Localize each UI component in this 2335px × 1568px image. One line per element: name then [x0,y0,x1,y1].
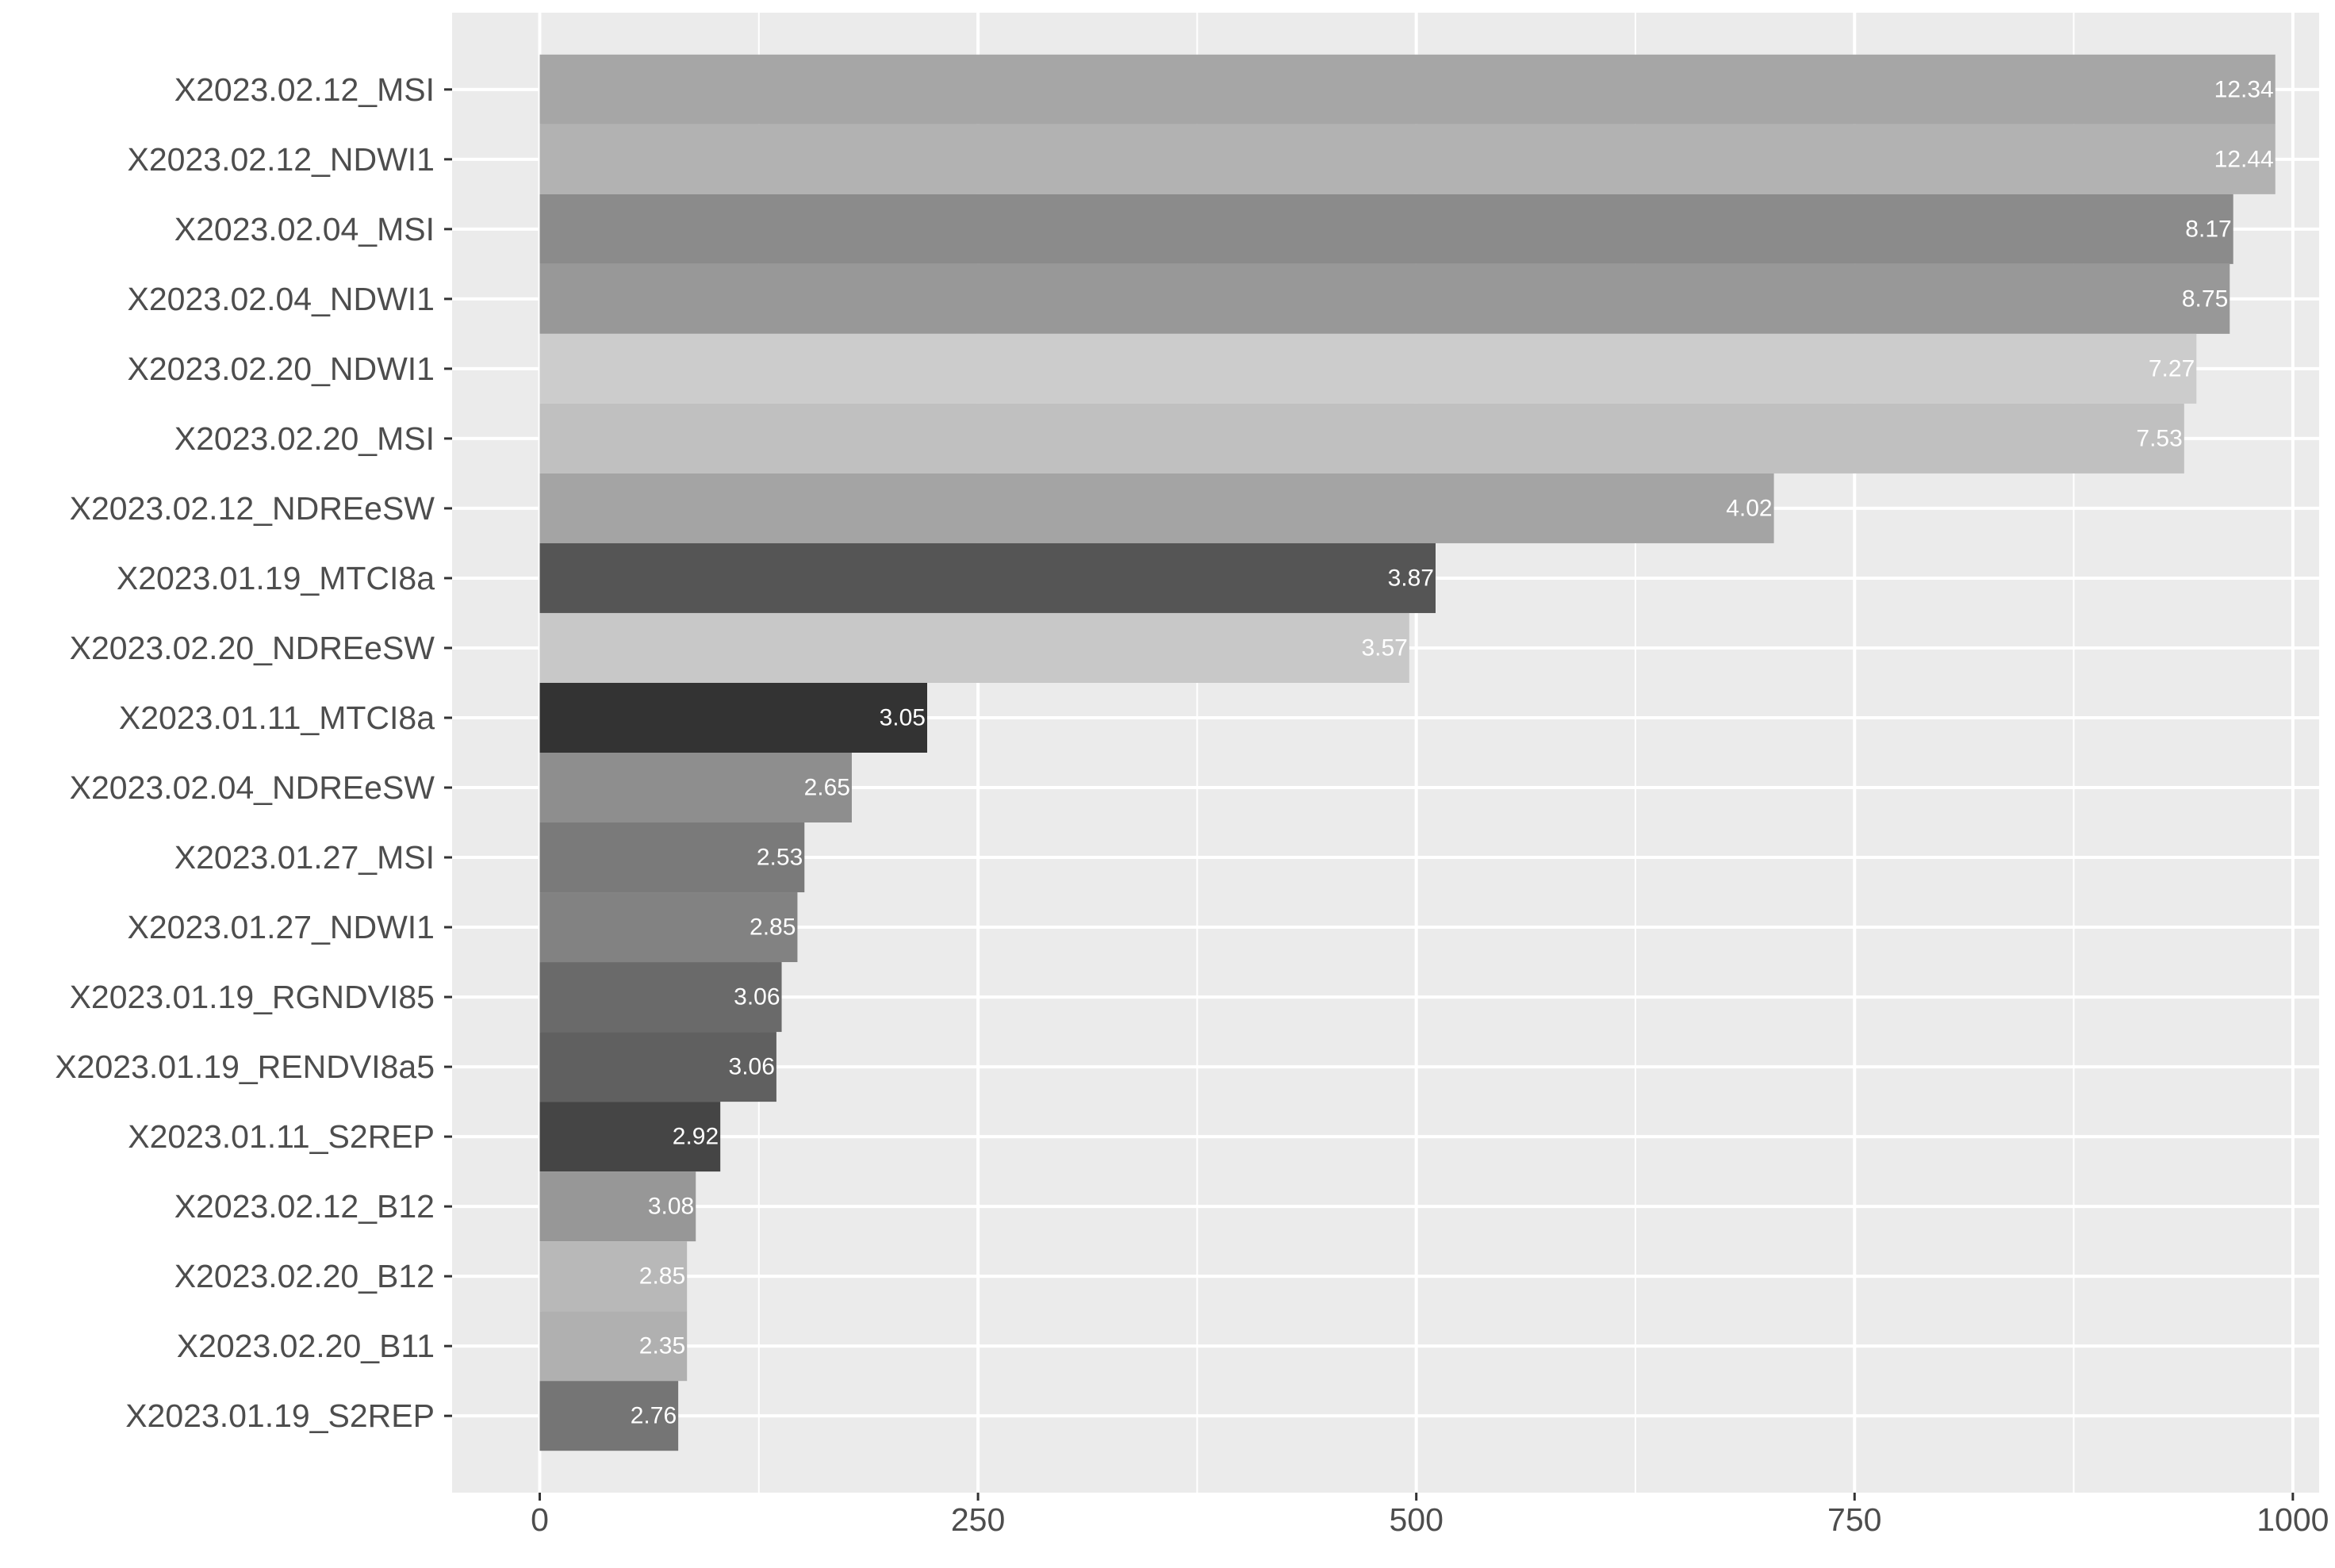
bar [539,403,2184,473]
bar-value-label: 2.92 [673,1124,719,1150]
bar [539,1102,721,1172]
bar [539,1171,696,1242]
bar-value-label: 3.57 [1361,634,1407,661]
bar-value-label: 3.06 [734,984,780,1010]
y-tick-label: X2023.01.19_MTCI8a [117,560,435,596]
x-tick-label: 1000 [2256,1501,2329,1538]
bar [539,753,852,823]
bar [539,542,1436,613]
bar [539,473,1774,543]
x-tick-label: 0 [531,1501,549,1538]
y-axis: X2023.02.12_MSI X2023.02.12_NDWI1 X2023.02… [55,71,452,1434]
bar-value-label: 4.02 [1726,495,1772,521]
bar-value-label: 3.87 [1388,565,1434,591]
bar-value-label: 8.75 [2182,286,2228,312]
bar-value-label: 12.44 [2214,146,2274,172]
bar [539,1241,688,1312]
bar [539,54,2276,125]
bar [539,1032,776,1102]
y-tick-label: X2023.02.04_NDWI1 [128,281,435,317]
bars-group [539,54,2276,1451]
bar-value-label: 7.53 [2136,425,2182,451]
y-tick-label: X2023.01.11_MTCI8a [119,700,435,736]
bar-value-label: 2.65 [804,775,850,801]
y-tick-label: X2023.01.11_S2REP [128,1118,435,1155]
bar-value-label: 2.35 [639,1333,685,1359]
bar-value-label: 2.85 [750,914,796,941]
x-tick-label: 250 [951,1501,1005,1538]
bar [539,822,805,893]
y-tick-label: X2023.02.20_MSI [174,420,435,457]
y-tick-label: X2023.02.04_MSI [174,211,435,247]
y-tick-label: X2023.01.27_NDWI1 [128,909,435,945]
bar-value-label: 2.53 [757,845,803,871]
y-tick-label: X2023.02.20_NDREeSW [70,630,435,666]
y-tick-label: X2023.01.19_S2REP [125,1397,435,1434]
y-tick-label: X2023.02.12_NDWI1 [128,141,435,178]
bar [539,194,2233,264]
x-axis: 0 250 500 750 1000 [531,1493,2329,1538]
bar-value-label: 3.08 [648,1194,694,1220]
bar [539,124,2276,194]
x-tick-label: 750 [1827,1501,1881,1538]
y-tick-label: X2023.02.12_B12 [174,1188,435,1225]
y-tick-label: X2023.02.20_B12 [174,1258,435,1294]
y-tick-label: X2023.02.12_MSI [174,71,435,108]
y-tick-label: X2023.02.20_B11 [177,1328,435,1364]
data-labels-group: 12.34 12.44 8.17 8.75 7.27 7.53 4.02 3.87 3.57 3.… [631,76,2274,1428]
y-tick-label: X2023.01.27_MSI [174,839,435,876]
bar [539,333,2197,404]
bar [539,892,798,963]
bar-value-label: 2.85 [639,1263,685,1290]
bar-value-label: 2.76 [631,1403,677,1429]
x-tick-label: 500 [1389,1501,1443,1538]
bar [539,612,1409,683]
y-tick-label: X2023.01.19_RGNDVI85 [70,979,435,1015]
bar-value-label: 12.34 [2214,76,2274,102]
y-tick-label: X2023.02.20_NDWI1 [128,351,435,387]
bar [539,263,2230,334]
bar [539,682,927,753]
bar [539,1311,688,1382]
y-tick-label: X2023.02.04_NDREeSW [70,769,435,806]
y-tick-label: X2023.02.12_NDREeSW [70,490,435,527]
bar-value-label: 3.05 [880,704,926,730]
bar [539,962,782,1033]
bar-value-label: 7.27 [2149,355,2195,381]
y-tick-label: X2023.01.19_RENDVI8a5 [55,1049,435,1085]
bar-value-label: 3.06 [729,1054,775,1080]
bar [539,1381,679,1451]
bar-value-label: 8.17 [2185,216,2231,242]
